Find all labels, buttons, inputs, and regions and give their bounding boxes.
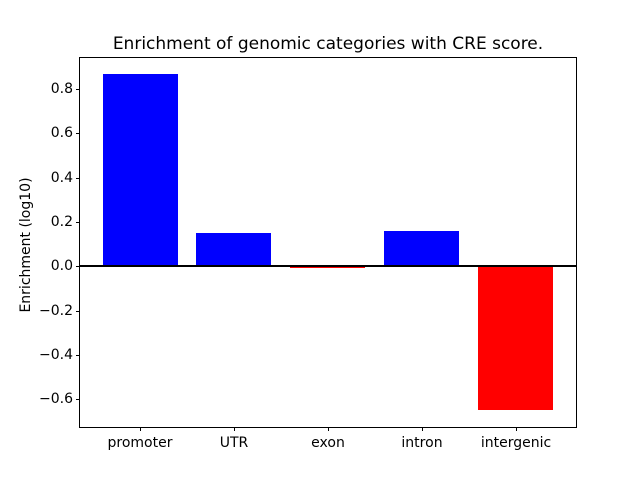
y-tick-label: 0.6 — [50, 125, 73, 141]
y-tick-label: 0.0 — [50, 258, 73, 274]
x-tick-mark — [422, 427, 423, 431]
y-tick-mark — [76, 266, 80, 267]
zero-axis-line — [80, 265, 576, 267]
y-tick-mark — [76, 133, 80, 134]
y-axis-label: Enrichment (log10) — [18, 177, 34, 313]
bars-layer — [80, 58, 576, 427]
bar-intergenic — [478, 266, 553, 410]
y-tick-label: −0.4 — [39, 347, 73, 363]
bar-promoter — [103, 74, 178, 267]
bar-exon — [290, 266, 365, 268]
y-tick-mark — [76, 355, 80, 356]
y-tick-mark — [76, 399, 80, 400]
x-tick-mark — [234, 427, 235, 431]
chart-title: Enrichment of genomic categories with CR… — [112, 34, 544, 54]
bar-intron — [384, 231, 459, 266]
x-tick-label-exon: exon — [311, 435, 345, 451]
y-tick-label: 0.8 — [50, 81, 73, 97]
y-tick-mark — [76, 178, 80, 179]
x-tick-label-promoter: promoter — [107, 435, 173, 451]
y-tick-label: −0.2 — [39, 303, 73, 319]
bar-UTR — [196, 233, 271, 266]
x-tick-mark — [516, 427, 517, 431]
x-tick-mark — [140, 427, 141, 431]
y-tick-label: 0.2 — [50, 214, 73, 230]
x-tick-label-UTR: UTR — [219, 435, 249, 451]
x-tick-mark — [328, 427, 329, 431]
y-tick-label: 0.4 — [50, 170, 73, 186]
y-tick-label: −0.6 — [39, 391, 73, 407]
x-tick-label-intron: intron — [401, 435, 443, 451]
y-tick-mark — [76, 311, 80, 312]
x-tick-label-intergenic: intergenic — [480, 435, 552, 451]
y-tick-mark — [76, 222, 80, 223]
y-tick-mark — [76, 89, 80, 90]
